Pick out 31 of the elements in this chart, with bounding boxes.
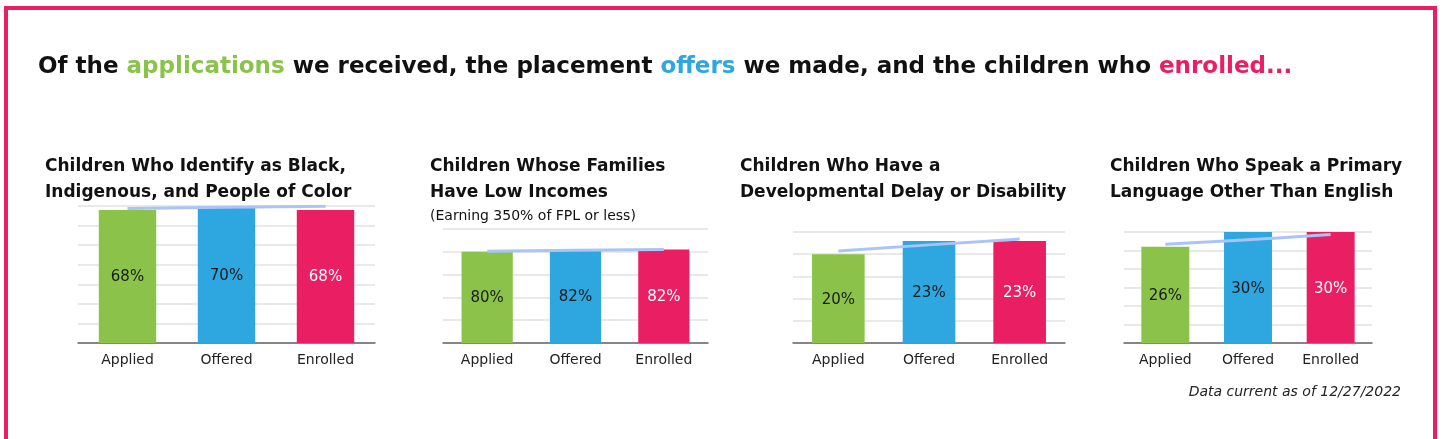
x-tick-label: Offered: [549, 351, 602, 367]
x-tick-label: Applied: [460, 351, 514, 367]
x-tick-label: Enrolled: [296, 351, 355, 367]
chart-subtitle: (Earning 350% of FPL or less): [430, 206, 637, 225]
x-tick-label: Offered: [200, 351, 253, 367]
data-label: 68%: [110, 267, 145, 286]
x-tick-label: Enrolled: [635, 351, 693, 367]
x-tick-label: Enrolled: [1302, 351, 1360, 367]
data-label: 23%: [912, 282, 946, 301]
data-label: 30%: [1313, 278, 1348, 297]
x-tick-label: Applied: [1139, 351, 1192, 367]
data-label: 26%: [1148, 285, 1183, 304]
x-tick-label: Applied: [812, 351, 865, 367]
chart-title: Children Who Have a Developmental Delay or Disability: [740, 154, 1068, 203]
data-label: 20%: [821, 289, 856, 308]
chart-title: Children Whose Families Have Low Incomes: [430, 155, 666, 201]
x-tick-label: Offered: [1221, 351, 1275, 367]
text: Data current as of 12/27/2022: [1188, 383, 1401, 399]
text: Of the applications we received, the placement offers we made, and the children who enrolled...: [38, 52, 1293, 78]
x-tick-label: Offered: [902, 351, 956, 367]
x-tick-label: Enrolled: [991, 351, 1049, 367]
data-label: 30%: [1231, 278, 1265, 297]
data-label: 23%: [1002, 282, 1037, 301]
data-label: 68%: [308, 267, 343, 286]
data-label: 80%: [470, 288, 504, 307]
data-label: 82%: [558, 287, 593, 306]
data-label: 82%: [647, 287, 681, 306]
chart-title: Children Who Identify as Black, Indigenous, and People of Color: [45, 154, 353, 203]
x-tick-label: Applied: [101, 351, 154, 367]
data-label: 70%: [209, 265, 244, 284]
chart-title: Children Who Speak a Primary Language Other Than English: [1110, 154, 1404, 203]
